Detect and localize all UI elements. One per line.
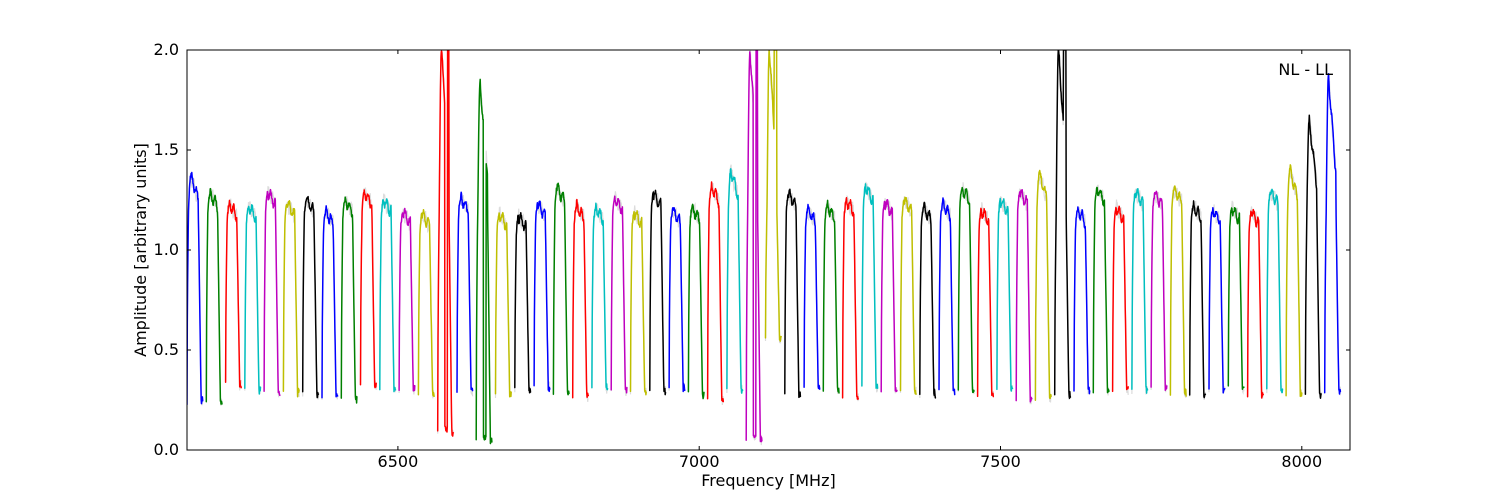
series-line-11 bbox=[398, 207, 416, 392]
series-line-2 bbox=[224, 199, 242, 389]
series-line-40 bbox=[957, 186, 975, 394]
series-line-33 bbox=[822, 199, 840, 394]
series-line-16 bbox=[494, 211, 512, 398]
series-line-42 bbox=[996, 197, 1014, 392]
series-line-51 bbox=[1169, 185, 1187, 397]
series-line-52 bbox=[1188, 200, 1207, 399]
series-line-39 bbox=[938, 197, 956, 396]
series-line-21 bbox=[591, 202, 609, 391]
y-tick-label-1: 0.5 bbox=[154, 340, 179, 359]
x-tick-label-2: 7500 bbox=[980, 452, 1021, 471]
series-line-18 bbox=[533, 200, 551, 393]
series-line-7 bbox=[321, 205, 339, 399]
series-line-47 bbox=[1092, 186, 1110, 394]
series-line-24 bbox=[649, 189, 667, 396]
x-tick-label-0: 6500 bbox=[378, 452, 419, 471]
series-line-38 bbox=[919, 201, 937, 399]
series-line-17 bbox=[514, 212, 532, 394]
series-line-27 bbox=[706, 181, 725, 403]
series-line-15 bbox=[475, 78, 493, 445]
series-line-5 bbox=[282, 199, 300, 398]
series-line-48 bbox=[1111, 205, 1129, 393]
series-line-30 bbox=[764, 50, 782, 342]
y-tick-label-3: 1.5 bbox=[154, 140, 179, 159]
y-tick-label-2: 1.0 bbox=[154, 240, 179, 259]
series-line-20 bbox=[571, 198, 590, 399]
series-line-37 bbox=[899, 196, 917, 395]
series-line-54 bbox=[1227, 206, 1245, 390]
series-line-3 bbox=[244, 203, 262, 395]
series-line-19 bbox=[552, 182, 570, 396]
series-line-59 bbox=[1323, 72, 1342, 395]
series-line-43 bbox=[1015, 188, 1033, 403]
series-line-32 bbox=[803, 203, 821, 390]
series-line-6 bbox=[301, 195, 320, 399]
series-line-10 bbox=[379, 198, 397, 393]
x-tick-label-3: 8000 bbox=[1281, 452, 1322, 471]
y-axis-label: Amplitude [arbitrary units] bbox=[131, 143, 150, 357]
series-line-29 bbox=[745, 50, 763, 443]
x-axis-label: Frequency [MHz] bbox=[701, 471, 835, 490]
series-line-9 bbox=[359, 189, 377, 389]
series-line-49 bbox=[1131, 188, 1149, 394]
series-line-46 bbox=[1073, 206, 1091, 395]
x-tick-label-1: 7000 bbox=[679, 452, 720, 471]
series-line-53 bbox=[1208, 206, 1226, 394]
series-line-41 bbox=[976, 207, 995, 398]
y-tick-label-4: 2.0 bbox=[154, 40, 179, 59]
series-line-0 bbox=[187, 171, 204, 406]
series-line-1 bbox=[205, 187, 223, 405]
series-line-8 bbox=[340, 196, 358, 404]
series-line-14 bbox=[456, 191, 474, 394]
series-line-12 bbox=[417, 208, 435, 398]
series-line-34 bbox=[841, 197, 860, 400]
series-line-22 bbox=[610, 195, 628, 394]
series-line-13 bbox=[436, 50, 455, 437]
plot-annotation: NL - LL bbox=[1278, 60, 1333, 79]
series-line-45 bbox=[1053, 50, 1072, 400]
series-line-23 bbox=[629, 210, 647, 396]
series-line-28 bbox=[726, 168, 744, 394]
series-line-55 bbox=[1246, 208, 1264, 399]
series-line-50 bbox=[1150, 190, 1168, 392]
plot-layer bbox=[187, 50, 1350, 450]
series-line-58 bbox=[1304, 114, 1322, 399]
series-line-36 bbox=[880, 199, 898, 393]
series-line-56 bbox=[1266, 188, 1284, 394]
series-line-57 bbox=[1285, 164, 1303, 398]
series-line-35 bbox=[861, 183, 879, 389]
y-tick-label-0: 0.0 bbox=[154, 440, 179, 459]
series-line-44 bbox=[1034, 169, 1052, 402]
series-line-25 bbox=[668, 206, 686, 393]
series-line-26 bbox=[687, 203, 705, 400]
labels-layer: 6500 7000 7500 8000 0.0 0.5 1.0 1.5 2.0 Frequency… bbox=[131, 40, 1333, 490]
series-line-4 bbox=[263, 188, 281, 397]
series-line-31 bbox=[784, 188, 802, 399]
axes-layer bbox=[186, 49, 1351, 451]
